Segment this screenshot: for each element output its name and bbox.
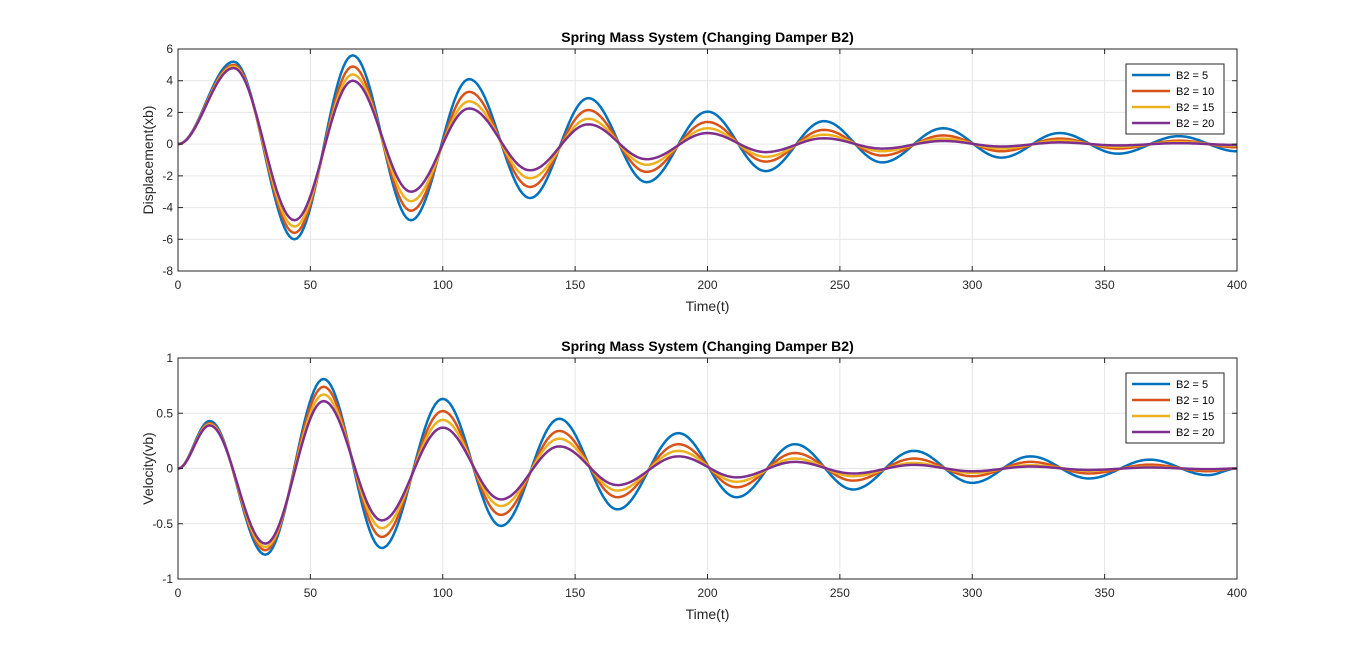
y-tick-label: 0 bbox=[166, 137, 173, 151]
legend-label: B2 = 15 bbox=[1176, 102, 1214, 114]
displacement-plot: 0 50 100 150 200 250 300 350 400 -8 -6 -4 -2 0 2 4 6 Spri… bbox=[140, 29, 1247, 314]
series-line-b2-15 bbox=[177, 65, 1238, 228]
y-tick-label: 6 bbox=[166, 42, 173, 56]
y-tick-label: 1 bbox=[166, 351, 173, 365]
y-tick-label: -1 bbox=[162, 572, 173, 586]
legend: B2 = 5 B2 = 10 B2 = 15 B2 = 20 bbox=[1125, 63, 1225, 135]
series-line-b2-20 bbox=[177, 399, 1238, 545]
series-line-b2-20 bbox=[177, 66, 1238, 222]
velocity-plot: 0 50 100 150 200 250 300 350 400 -1 -0.5 0 0.5 1 Sprin… bbox=[140, 338, 1247, 622]
y-axis-label: Displacement(xb) bbox=[140, 106, 156, 215]
x-tick-label: 150 bbox=[565, 278, 585, 292]
x-tick-label: 0 bbox=[175, 586, 182, 600]
series-line-b2-5 bbox=[177, 54, 1238, 241]
x-tick-label: 150 bbox=[565, 586, 585, 600]
y-tick-label: -6 bbox=[162, 232, 173, 246]
series-line-b2-10 bbox=[177, 63, 1238, 235]
x-tick-label: 0 bbox=[175, 278, 182, 292]
x-axis-label: Time(t) bbox=[686, 298, 730, 314]
legend: B2 = 5 B2 = 10 B2 = 15 B2 = 20 bbox=[1125, 372, 1225, 444]
x-tick-label: 400 bbox=[1227, 278, 1247, 292]
y-axis-label: Velocity(vb) bbox=[140, 432, 156, 504]
y-tick-label: -4 bbox=[162, 201, 173, 215]
x-tick-label: 50 bbox=[304, 278, 318, 292]
legend-label: B2 = 10 bbox=[1176, 395, 1214, 407]
x-tick-label: 100 bbox=[433, 278, 453, 292]
legend-label: B2 = 15 bbox=[1176, 411, 1214, 423]
x-tick-label: 200 bbox=[697, 586, 717, 600]
legend-label: B2 = 5 bbox=[1176, 379, 1208, 391]
x-axis-label: Time(t) bbox=[686, 606, 730, 622]
x-tick-label: 100 bbox=[433, 586, 453, 600]
y-tick-label: -2 bbox=[162, 169, 173, 183]
x-tick-label: 350 bbox=[1095, 586, 1115, 600]
legend-label: B2 = 5 bbox=[1176, 70, 1208, 82]
y-tick-label: 0.5 bbox=[156, 406, 173, 420]
chart-title: Spring Mass System (Changing Damper B2) bbox=[561, 338, 854, 354]
x-tick-label: 350 bbox=[1095, 278, 1115, 292]
y-tick-label: -8 bbox=[162, 264, 173, 278]
x-tick-label: 250 bbox=[830, 586, 850, 600]
legend-label: B2 = 20 bbox=[1176, 427, 1214, 439]
y-tick-label: 2 bbox=[166, 105, 173, 119]
chart-title: Spring Mass System (Changing Damper B2) bbox=[561, 29, 854, 45]
legend-label: B2 = 10 bbox=[1176, 86, 1214, 98]
y-tick-label: 4 bbox=[166, 74, 173, 88]
x-tick-label: 400 bbox=[1227, 586, 1247, 600]
x-tick-label: 250 bbox=[830, 278, 850, 292]
legend-label: B2 = 20 bbox=[1176, 118, 1214, 130]
y-tick-label: 0 bbox=[166, 462, 173, 476]
y-tick-label: -0.5 bbox=[152, 517, 173, 531]
x-tick-label: 300 bbox=[962, 278, 982, 292]
x-tick-label: 50 bbox=[304, 586, 318, 600]
x-tick-label: 300 bbox=[962, 586, 982, 600]
x-tick-label: 200 bbox=[697, 278, 717, 292]
